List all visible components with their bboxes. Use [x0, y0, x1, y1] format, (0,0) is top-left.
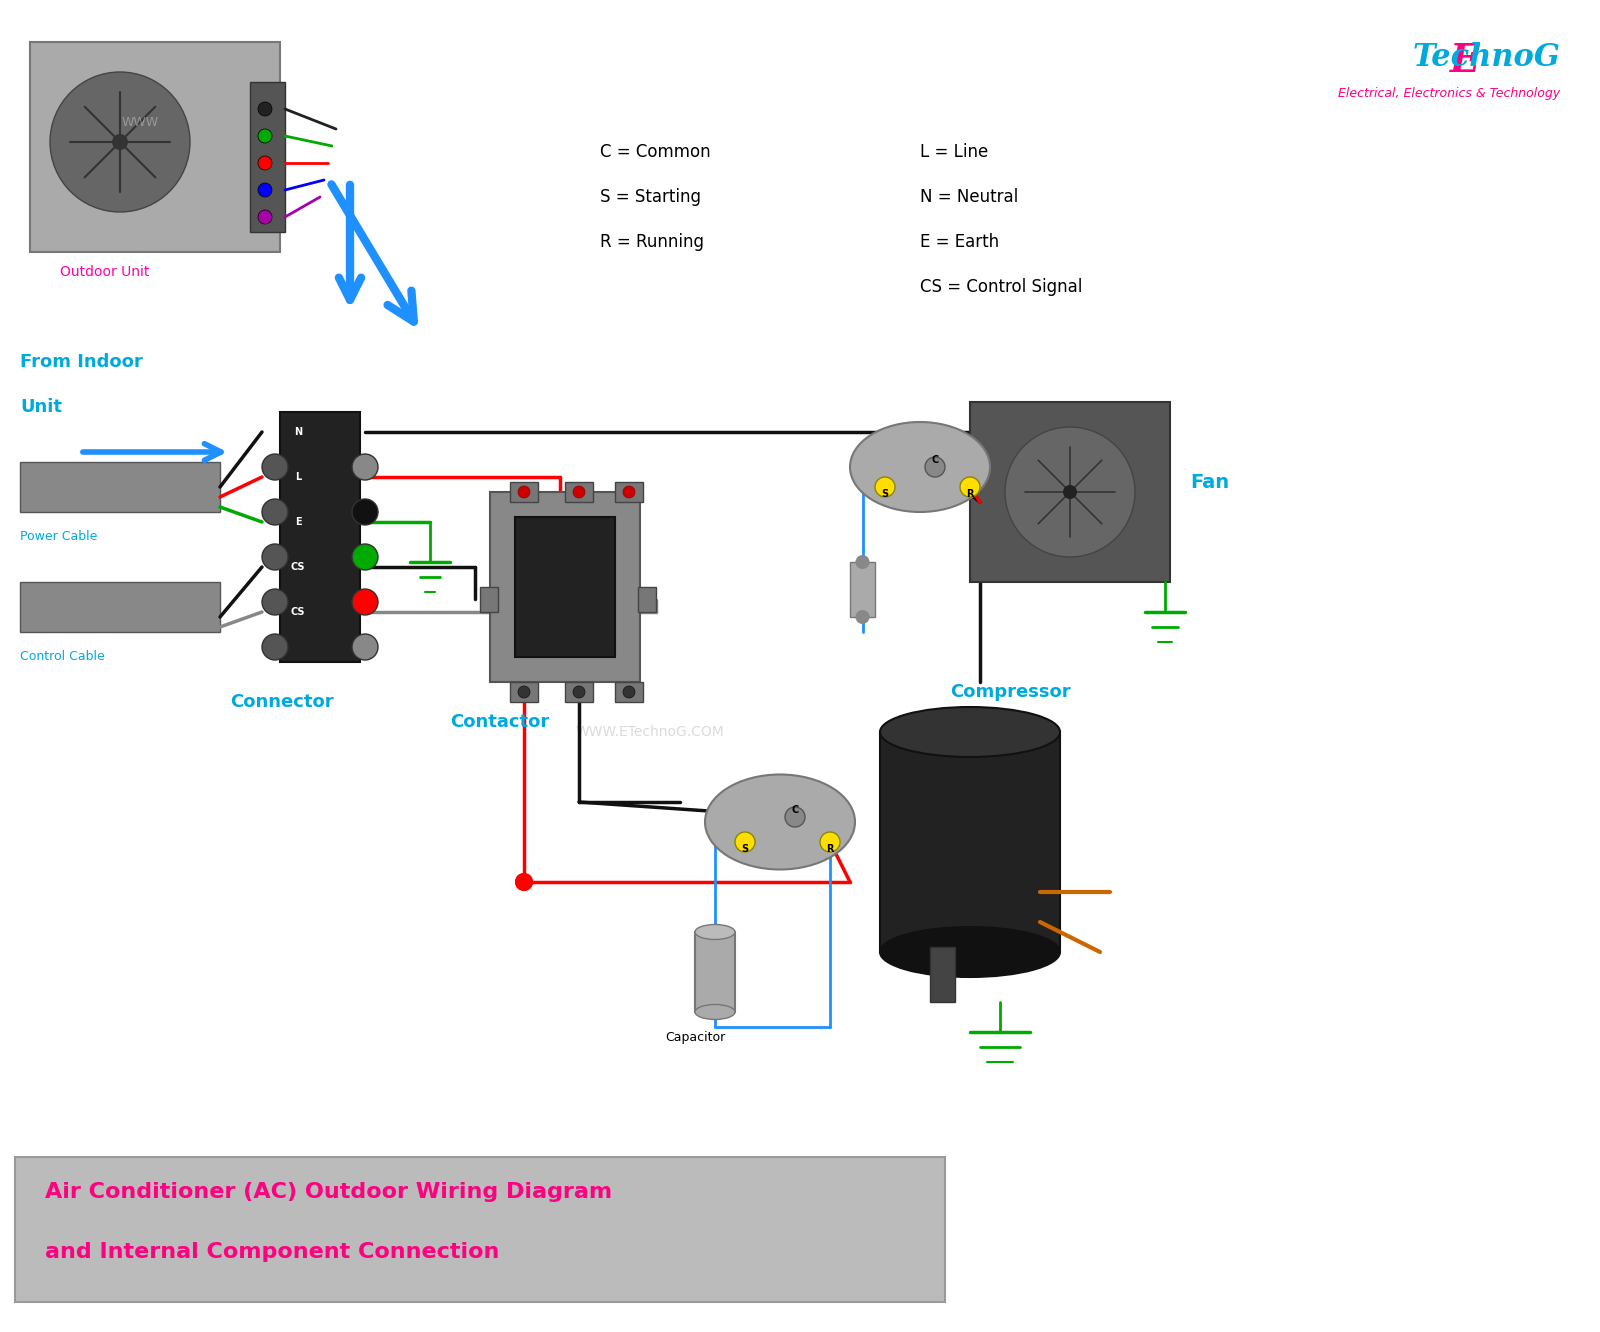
Ellipse shape — [850, 422, 990, 511]
Text: E = Earth: E = Earth — [920, 233, 998, 250]
Text: Unit: Unit — [19, 398, 62, 416]
Bar — [510, 682, 538, 702]
FancyArrowPatch shape — [339, 185, 362, 300]
Bar — [565, 482, 594, 502]
Text: C = Common: C = Common — [600, 143, 710, 161]
Circle shape — [50, 72, 190, 212]
Text: S = Starting: S = Starting — [600, 188, 701, 206]
Circle shape — [258, 210, 272, 224]
Text: Contactor: Contactor — [450, 713, 549, 731]
Bar — [510, 482, 538, 502]
Text: Control Cable: Control Cable — [19, 650, 104, 663]
Text: Connector: Connector — [230, 693, 334, 711]
Text: E: E — [1450, 43, 1480, 80]
Circle shape — [258, 103, 272, 116]
Text: CS = Control Signal: CS = Control Signal — [920, 278, 1082, 296]
Circle shape — [925, 457, 946, 477]
Bar — [515, 517, 614, 657]
Bar — [614, 682, 643, 702]
Text: WWW.ETechnoG.COM: WWW.ETechnoG.COM — [576, 725, 725, 739]
Circle shape — [518, 686, 530, 698]
Circle shape — [262, 454, 288, 480]
Text: S: S — [741, 844, 749, 854]
Circle shape — [112, 135, 128, 151]
Bar — [880, 733, 1061, 952]
Circle shape — [552, 523, 568, 539]
Text: Electrical, Electronics & Technology: Electrical, Electronics & Technology — [1338, 87, 1560, 100]
Bar — [490, 492, 640, 682]
Bar — [614, 482, 643, 502]
Bar — [30, 43, 280, 252]
Text: Power Cable: Power Cable — [19, 530, 98, 543]
Circle shape — [258, 182, 272, 197]
Bar — [850, 562, 875, 617]
Circle shape — [734, 832, 755, 852]
Circle shape — [352, 589, 378, 615]
Circle shape — [856, 555, 869, 569]
Ellipse shape — [694, 924, 734, 939]
Circle shape — [821, 832, 840, 852]
Text: C: C — [792, 805, 798, 815]
Circle shape — [856, 610, 869, 623]
Text: R = Running: R = Running — [600, 233, 704, 250]
Text: N: N — [294, 428, 302, 437]
Circle shape — [352, 454, 378, 480]
Ellipse shape — [880, 927, 1059, 976]
Text: CS: CS — [291, 562, 306, 571]
Circle shape — [352, 500, 378, 525]
Circle shape — [352, 543, 378, 570]
Circle shape — [960, 477, 979, 497]
Text: Outdoor Unit: Outdoor Unit — [61, 265, 150, 278]
Text: E: E — [294, 517, 301, 527]
Bar — [480, 587, 498, 611]
Text: Compressor: Compressor — [950, 683, 1070, 701]
Bar — [19, 582, 221, 631]
Bar — [638, 587, 656, 611]
Bar — [14, 1158, 946, 1301]
Circle shape — [573, 486, 586, 498]
Text: Fan: Fan — [1190, 473, 1229, 492]
Circle shape — [515, 872, 533, 891]
Circle shape — [786, 807, 805, 827]
Circle shape — [258, 156, 272, 170]
Text: Capacitor: Capacitor — [666, 1031, 725, 1043]
Text: CS: CS — [291, 607, 306, 617]
Text: WWW: WWW — [122, 116, 158, 128]
Bar — [565, 682, 594, 702]
Circle shape — [262, 543, 288, 570]
Circle shape — [352, 634, 378, 659]
Bar — [19, 462, 221, 511]
Text: and Internal Component Connection: and Internal Component Connection — [45, 1241, 499, 1261]
Bar — [930, 947, 955, 1002]
Circle shape — [515, 872, 533, 891]
Text: N = Neutral: N = Neutral — [920, 188, 1018, 206]
Text: R: R — [966, 489, 974, 500]
Circle shape — [622, 486, 635, 498]
Text: From Indoor: From Indoor — [19, 353, 142, 372]
Text: Air Conditioner (AC) Outdoor Wiring Diagram: Air Conditioner (AC) Outdoor Wiring Diag… — [45, 1181, 613, 1201]
Circle shape — [518, 486, 530, 498]
Circle shape — [1062, 485, 1077, 500]
Text: C: C — [931, 456, 939, 465]
Text: TechnoG: TechnoG — [1413, 43, 1560, 73]
Circle shape — [258, 129, 272, 143]
Bar — [250, 83, 285, 232]
Circle shape — [1005, 428, 1134, 557]
Circle shape — [262, 589, 288, 615]
Circle shape — [573, 686, 586, 698]
Bar — [694, 932, 734, 1012]
Text: L: L — [294, 472, 301, 482]
Bar — [970, 402, 1170, 582]
Text: R: R — [826, 844, 834, 854]
Text: L = Line: L = Line — [920, 143, 989, 161]
Ellipse shape — [694, 1004, 734, 1019]
Circle shape — [262, 634, 288, 659]
Circle shape — [262, 500, 288, 525]
Bar — [280, 412, 360, 662]
Circle shape — [622, 686, 635, 698]
Text: S: S — [882, 489, 888, 500]
Circle shape — [875, 477, 894, 497]
Ellipse shape — [880, 707, 1059, 757]
Ellipse shape — [706, 774, 854, 870]
